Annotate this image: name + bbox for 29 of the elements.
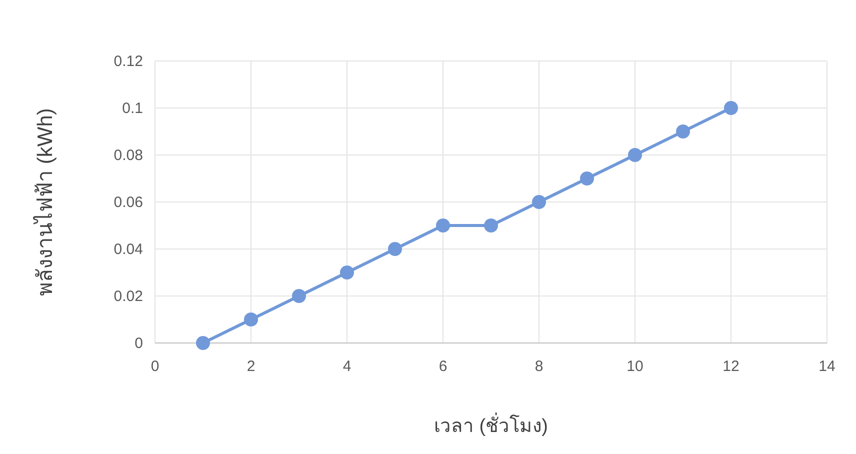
y-tick-label: 0.1: [122, 100, 143, 117]
point: [532, 195, 546, 209]
x-tick-label: 0: [150, 358, 160, 375]
y-tick-label: 0.04: [114, 241, 143, 258]
y-tick-label: 0.02: [114, 288, 143, 305]
point: [628, 148, 642, 162]
point: [388, 242, 402, 256]
y-tick-label: 0.08: [114, 147, 143, 164]
x-tick-label: 10: [626, 358, 644, 375]
y-tick-label: 0.06: [114, 194, 143, 211]
x-tick-label: 6: [438, 358, 448, 375]
x-axis-title: เวลา (ชั่วโมง): [434, 412, 548, 437]
y-axis-title: พลังงานไฟฟ้า (kWh): [33, 108, 57, 296]
x-tick-label: 4: [342, 358, 352, 375]
y-tick-label: 0: [134, 335, 143, 352]
point: [244, 312, 258, 326]
point: [484, 218, 498, 232]
x-tick-label: 14: [818, 358, 836, 375]
x-tick-label: 2: [246, 358, 256, 375]
point: [196, 336, 210, 350]
point: [340, 266, 354, 280]
x-tick-label: 12: [722, 358, 740, 375]
point: [292, 289, 306, 303]
point: [676, 124, 690, 138]
point: [436, 218, 450, 232]
x-tick-label: 8: [534, 358, 544, 375]
y-tick-label: 0.12: [114, 53, 143, 70]
point: [580, 172, 594, 186]
point: [724, 101, 738, 115]
